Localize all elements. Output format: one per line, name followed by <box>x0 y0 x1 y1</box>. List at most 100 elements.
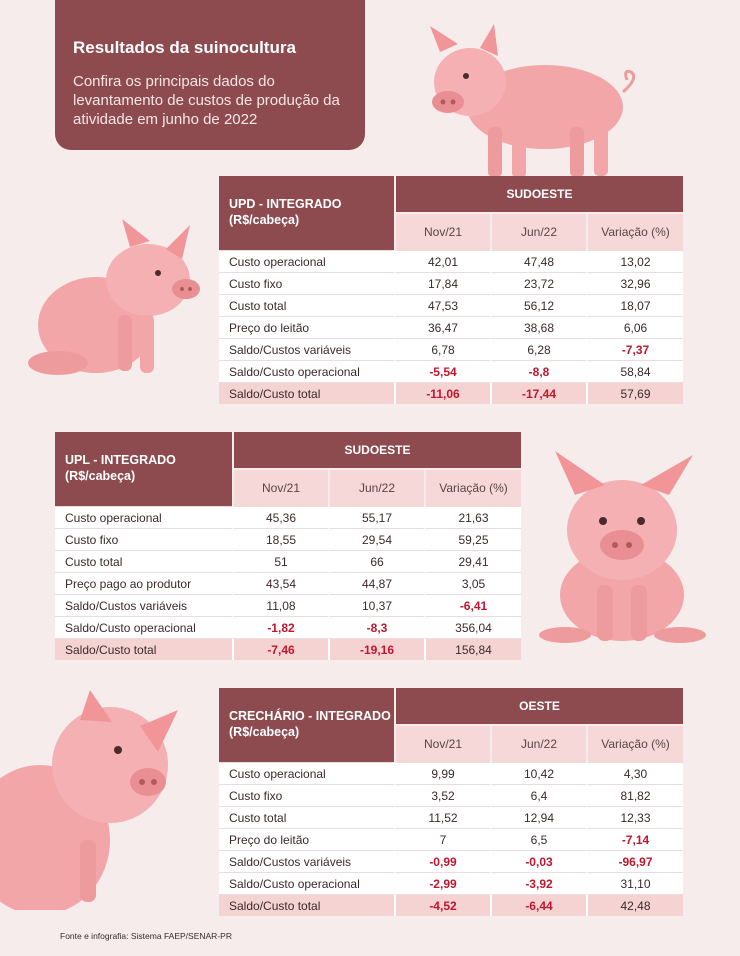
table-title-line1: UPL - INTEGRADO <box>65 453 176 467</box>
table-row: Saldo/Custos variáveis -0,99 -0,03 -96,97 <box>219 850 683 872</box>
cell-value: -6,44 <box>490 894 586 916</box>
cell-value: 23,72 <box>490 272 586 294</box>
cell-value: 44,87 <box>328 572 424 594</box>
cell-value: 29,41 <box>424 550 521 572</box>
table-title-unit: (R$/cabeça) <box>229 213 300 227</box>
row-label: Saldo/Custos variáveis <box>219 850 394 872</box>
table-row: Saldo/Custo total -11,06 -17,44 57,69 <box>219 382 683 404</box>
pig-head-icon <box>0 690 178 910</box>
row-label: Custo total <box>219 294 394 316</box>
row-label: Saldo/Custo total <box>55 638 232 660</box>
column-header: Variação (%) <box>586 212 683 250</box>
table-row: Custo operacional 45,36 55,17 21,63 <box>55 506 521 528</box>
column-header: Jun/22 <box>490 212 586 250</box>
table-upd-integrado: UPD - INTEGRADO (R$/cabeça) SUDOESTE Nov/… <box>219 176 683 404</box>
cell-value: 6,78 <box>394 338 490 360</box>
row-label: Saldo/Custo operacional <box>55 616 232 638</box>
standing-pig-icon <box>430 24 636 178</box>
cell-value: 356,04 <box>424 616 521 638</box>
cell-value: 3,52 <box>394 784 490 806</box>
cell-value: 7 <box>394 828 490 850</box>
table-crechario-integrado: CRECHÁRIO - INTEGRADO (R$/cabeça) OESTE N… <box>219 688 683 916</box>
cell-value: 43,54 <box>232 572 328 594</box>
cell-value: -4,52 <box>394 894 490 916</box>
row-label: Custo total <box>55 550 232 572</box>
region-header: SUDOESTE <box>232 432 521 468</box>
table-title-line1: UPD - INTEGRADO <box>229 197 342 211</box>
cell-value: -6,41 <box>424 594 521 616</box>
cell-value: 47,53 <box>394 294 490 316</box>
column-header: Nov/21 <box>394 212 490 250</box>
row-label: Custo operacional <box>219 762 394 784</box>
row-label: Preço pago ao produtor <box>55 572 232 594</box>
cell-value: -7,37 <box>586 338 683 360</box>
cell-value: 6,4 <box>490 784 586 806</box>
table-row: Saldo/Custo total -7,46 -19,16 156,84 <box>55 638 521 660</box>
cell-value: -2,99 <box>394 872 490 894</box>
cell-value: -5,54 <box>394 360 490 382</box>
table-title: UPD - INTEGRADO (R$/cabeça) <box>219 176 394 250</box>
cell-value: 42,48 <box>586 894 683 916</box>
cell-value: 18,55 <box>232 528 328 550</box>
cell-value: 10,42 <box>490 762 586 784</box>
cell-value: -19,16 <box>328 638 424 660</box>
cell-value: 55,17 <box>328 506 424 528</box>
cell-value: 17,84 <box>394 272 490 294</box>
table-row: Preço pago ao produtor 43,54 44,87 3,05 <box>55 572 521 594</box>
column-header: Nov/21 <box>232 468 328 506</box>
cell-value: 32,96 <box>586 272 683 294</box>
row-label: Custo fixo <box>219 784 394 806</box>
cell-value: 81,82 <box>586 784 683 806</box>
column-header: Jun/22 <box>490 724 586 762</box>
row-label: Saldo/Custos variáveis <box>219 338 394 360</box>
cell-value: 58,84 <box>586 360 683 382</box>
row-label: Custo operacional <box>55 506 232 528</box>
table-title-unit: (R$/cabeça) <box>229 725 300 739</box>
table-row: Saldo/Custo operacional -5,54 -8,8 58,84 <box>219 360 683 382</box>
page-subtitle: Confira os principais dados do levantame… <box>73 73 340 128</box>
row-label: Custo fixo <box>219 272 394 294</box>
region-header: SUDOESTE <box>394 176 683 212</box>
table-row: Custo total 47,53 56,12 18,07 <box>219 294 683 316</box>
row-label: Custo total <box>219 806 394 828</box>
cell-value: 66 <box>328 550 424 572</box>
cell-value: 4,30 <box>586 762 683 784</box>
cell-value: 47,48 <box>490 250 586 272</box>
row-label: Preço do leitão <box>219 316 394 338</box>
row-label: Saldo/Custos variáveis <box>55 594 232 616</box>
row-label: Custo operacional <box>219 250 394 272</box>
cell-value: 29,54 <box>328 528 424 550</box>
row-label: Saldo/Custo total <box>219 382 394 404</box>
sitting-pig-side-icon <box>28 219 200 375</box>
table-row: Custo fixo 18,55 29,54 59,25 <box>55 528 521 550</box>
page-title: Resultados da suinocultura <box>73 38 296 57</box>
sitting-pig-front-icon <box>539 451 706 643</box>
header-panel: Resultados da suinocultura Confira os pr… <box>55 0 365 150</box>
table-row: Custo operacional 42,01 47,48 13,02 <box>219 250 683 272</box>
row-label: Saldo/Custo operacional <box>219 360 394 382</box>
cell-value: -17,44 <box>490 382 586 404</box>
table-row: Custo fixo 3,52 6,4 81,82 <box>219 784 683 806</box>
cell-value: 9,99 <box>394 762 490 784</box>
table-row: Saldo/Custo operacional -1,82 -8,3 356,04 <box>55 616 521 638</box>
cell-value: 57,69 <box>586 382 683 404</box>
cell-value: 3,05 <box>424 572 521 594</box>
table-row: Saldo/Custos variáveis 11,08 10,37 -6,41 <box>55 594 521 616</box>
cell-value: -8,3 <box>328 616 424 638</box>
cell-value: 12,94 <box>490 806 586 828</box>
cell-value: 45,36 <box>232 506 328 528</box>
table-title-unit: (R$/cabeça) <box>65 469 136 483</box>
cell-value: 56,12 <box>490 294 586 316</box>
cell-value: 18,07 <box>586 294 683 316</box>
row-label: Saldo/Custo operacional <box>219 872 394 894</box>
table-row: Custo fixo 17,84 23,72 32,96 <box>219 272 683 294</box>
cell-value: 51 <box>232 550 328 572</box>
row-label: Saldo/Custo total <box>219 894 394 916</box>
table-row: Custo operacional 9,99 10,42 4,30 <box>219 762 683 784</box>
cell-value: 59,25 <box>424 528 521 550</box>
cell-value: -8,8 <box>490 360 586 382</box>
column-header: Variação (%) <box>424 468 521 506</box>
cell-value: 21,63 <box>424 506 521 528</box>
cell-value: -1,82 <box>232 616 328 638</box>
cell-value: 156,84 <box>424 638 521 660</box>
